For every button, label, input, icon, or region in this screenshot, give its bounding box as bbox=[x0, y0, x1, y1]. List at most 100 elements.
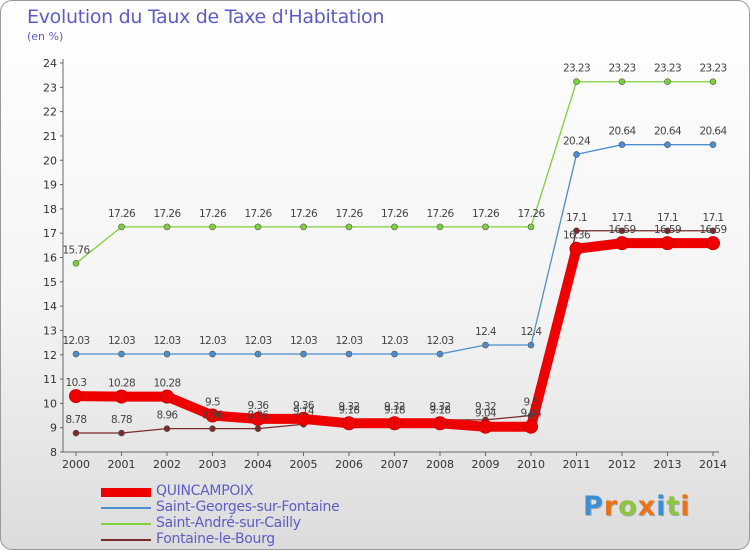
y-tick-label: 19 bbox=[43, 179, 57, 192]
data-label: 23.23 bbox=[699, 63, 726, 75]
data-label: 20.24 bbox=[563, 135, 591, 147]
y-tick-label: 17 bbox=[43, 227, 57, 240]
y-tick-label: 9 bbox=[50, 422, 57, 435]
data-label: 8.78 bbox=[66, 414, 87, 426]
data-point bbox=[118, 350, 125, 358]
x-tick-label: 2011 bbox=[563, 458, 591, 471]
data-label: 17.26 bbox=[517, 208, 545, 220]
data-label: 12.03 bbox=[290, 335, 317, 347]
data-label: 9.32 bbox=[339, 401, 360, 413]
data-point bbox=[391, 223, 398, 231]
data-label: 10.28 bbox=[153, 378, 180, 390]
data-label: 12.03 bbox=[381, 335, 408, 347]
y-tick-label: 13 bbox=[43, 324, 57, 337]
data-label: 20.64 bbox=[654, 126, 682, 138]
y-tick-label: 11 bbox=[43, 373, 57, 386]
data-label: 9.32 bbox=[430, 401, 451, 413]
data-label: 12.03 bbox=[62, 335, 89, 347]
data-point bbox=[478, 419, 493, 434]
y-tick-label: 12 bbox=[43, 349, 57, 362]
y-tick-label: 24 bbox=[43, 57, 57, 70]
data-label: 20.64 bbox=[699, 126, 727, 138]
data-label: 8.78 bbox=[111, 414, 132, 426]
data-label: 17.26 bbox=[335, 208, 363, 220]
data-point bbox=[209, 350, 216, 358]
data-label: 16.59 bbox=[699, 224, 726, 236]
data-label: 12.03 bbox=[153, 335, 180, 347]
data-label: 9.5 bbox=[205, 397, 220, 409]
data-point bbox=[163, 223, 171, 231]
y-tick-label: 18 bbox=[43, 203, 57, 216]
logo-letter: i bbox=[656, 491, 667, 522]
legend-label: Fontaine-le-Bourg bbox=[156, 531, 275, 547]
data-label: 16.36 bbox=[563, 230, 591, 242]
data-label: 17.1 bbox=[566, 212, 587, 224]
data-label: 9.18 bbox=[384, 404, 405, 416]
x-tick-label: 2003 bbox=[199, 458, 227, 471]
data-label: 9.04 bbox=[521, 408, 543, 420]
data-label: 15.76 bbox=[62, 244, 90, 256]
x-tick-label: 2014 bbox=[699, 458, 727, 471]
y-tick-label: 23 bbox=[43, 81, 57, 94]
data-point bbox=[527, 341, 535, 349]
data-label: 9.18 bbox=[430, 404, 451, 416]
logo-letter: i bbox=[680, 491, 691, 522]
y-tick-label: 16 bbox=[43, 252, 57, 265]
value-labels: 8.78 8.78 8.96 8.96 8.96 9.14 9.32 9.32 9.32 9.32… bbox=[62, 63, 728, 426]
data-label: 17.26 bbox=[290, 208, 318, 220]
data-point bbox=[300, 223, 307, 231]
data-point bbox=[72, 350, 80, 358]
data-point bbox=[254, 425, 262, 432]
data-label: 17.26 bbox=[108, 208, 136, 220]
data-point bbox=[436, 350, 444, 358]
y-tick-label: 20 bbox=[43, 154, 57, 167]
data-label: 9.5 bbox=[524, 397, 539, 409]
logo-letter: P bbox=[583, 491, 604, 522]
legend-label: Saint-Georges-sur-Fontaine bbox=[156, 499, 340, 515]
data-label: 9.36 bbox=[248, 400, 270, 412]
data-point bbox=[160, 389, 174, 404]
chart-subtitle: (en %) bbox=[27, 30, 64, 43]
logo-letter: r bbox=[603, 491, 619, 522]
data-label: 8.96 bbox=[157, 410, 179, 422]
logo-letter: o bbox=[618, 491, 638, 522]
data-point bbox=[482, 223, 489, 231]
data-point bbox=[573, 78, 580, 86]
data-label: 12.03 bbox=[199, 335, 226, 347]
data-label: 9.32 bbox=[475, 401, 496, 413]
data-label: 17.26 bbox=[153, 208, 181, 220]
data-label: 12.4 bbox=[521, 326, 543, 338]
series-line bbox=[76, 144, 713, 355]
data-label: 9.14 bbox=[293, 405, 315, 417]
data-label: 23.23 bbox=[654, 63, 681, 75]
data-point bbox=[618, 227, 626, 235]
data-label: 12.03 bbox=[244, 335, 271, 347]
data-label: 9.32 bbox=[384, 401, 405, 413]
data-label: 8.96 bbox=[248, 410, 270, 422]
x-tick-label: 2010 bbox=[517, 458, 545, 471]
x-tick-label: 2005 bbox=[290, 458, 318, 471]
chart-title: Evolution du Taux de Taxe d'Habitation bbox=[27, 6, 385, 28]
data-label: 17.26 bbox=[472, 208, 500, 220]
x-tick-label: 2008 bbox=[426, 458, 454, 471]
data-point bbox=[251, 411, 265, 426]
data-label: 20.64 bbox=[608, 126, 636, 138]
data-point bbox=[660, 236, 675, 251]
data-point bbox=[527, 412, 535, 419]
data-point bbox=[69, 389, 83, 404]
legend-label: QUINCAMPOIX bbox=[156, 483, 254, 499]
data-point bbox=[706, 236, 720, 251]
data-label: 10.3 bbox=[66, 377, 87, 389]
legend-swatch bbox=[101, 507, 151, 509]
data-label: 16.59 bbox=[608, 224, 635, 236]
data-point bbox=[618, 78, 626, 86]
y-tick-label: 14 bbox=[43, 300, 57, 313]
data-point bbox=[163, 425, 171, 432]
x-tick-label: 2007 bbox=[381, 458, 409, 471]
data-point bbox=[114, 389, 129, 404]
data-label: 9.18 bbox=[339, 404, 360, 416]
data-label: 12.03 bbox=[335, 335, 362, 347]
data-point bbox=[300, 350, 307, 358]
data-point bbox=[345, 223, 353, 231]
